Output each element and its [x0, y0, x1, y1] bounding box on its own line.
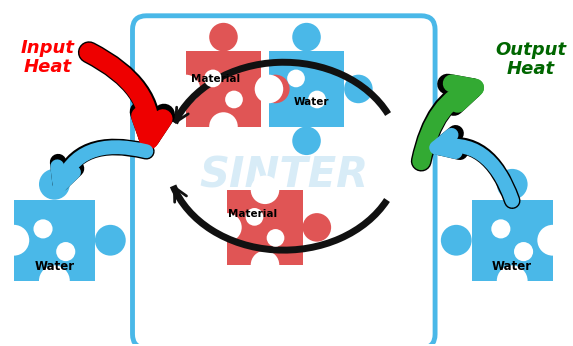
Text: Water: Water — [34, 261, 74, 273]
Circle shape — [209, 112, 238, 141]
Circle shape — [39, 169, 70, 200]
Circle shape — [209, 23, 238, 51]
Text: Water: Water — [294, 97, 329, 107]
Bar — [14, 200, 95, 281]
Circle shape — [491, 219, 511, 238]
Circle shape — [213, 213, 242, 242]
Circle shape — [497, 169, 528, 200]
Circle shape — [497, 265, 528, 296]
Circle shape — [287, 70, 305, 87]
Circle shape — [441, 225, 472, 256]
Circle shape — [261, 75, 289, 103]
Circle shape — [514, 242, 533, 261]
Circle shape — [172, 75, 200, 103]
Circle shape — [246, 208, 264, 226]
Circle shape — [344, 75, 372, 103]
Text: Input
Heat: Input Heat — [21, 39, 74, 76]
Text: Output
Heat: Output Heat — [496, 40, 567, 78]
Bar — [186, 51, 261, 127]
Text: SINTER: SINTER — [199, 155, 368, 197]
Bar — [227, 190, 303, 265]
Circle shape — [266, 229, 284, 247]
Circle shape — [254, 75, 283, 103]
Circle shape — [204, 70, 222, 87]
Bar — [269, 51, 344, 127]
Text: Water: Water — [492, 261, 532, 273]
Circle shape — [251, 251, 279, 279]
Circle shape — [39, 265, 70, 296]
FancyBboxPatch shape — [132, 16, 435, 346]
Circle shape — [292, 127, 321, 155]
Bar — [472, 200, 553, 281]
Circle shape — [56, 242, 75, 261]
Circle shape — [225, 91, 243, 108]
Text: Material: Material — [191, 74, 240, 84]
Circle shape — [33, 219, 53, 238]
Circle shape — [292, 23, 321, 51]
Circle shape — [95, 225, 125, 256]
Circle shape — [303, 213, 331, 242]
Circle shape — [251, 175, 279, 204]
Text: Material: Material — [227, 209, 277, 219]
Circle shape — [308, 91, 326, 108]
Circle shape — [0, 225, 29, 256]
Circle shape — [537, 225, 568, 256]
